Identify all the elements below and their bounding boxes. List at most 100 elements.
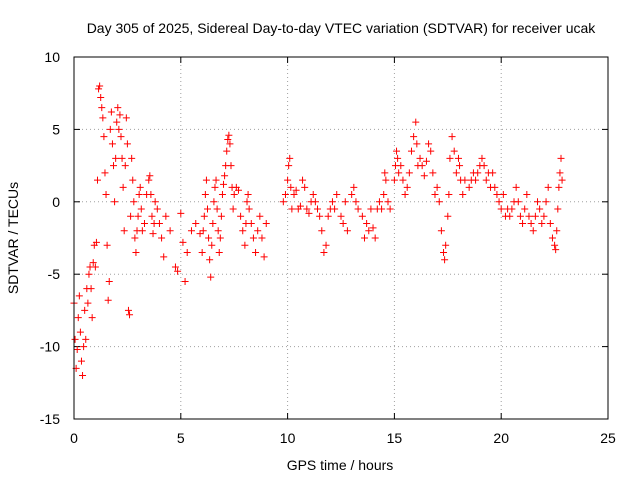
data-point [210,198,218,206]
data-point [216,234,224,242]
data-point [472,176,480,184]
data-point [540,212,548,220]
data-point [556,169,564,177]
data-point [177,209,185,217]
data-point [519,220,527,228]
data-point [229,205,237,213]
data-point [437,227,445,235]
data-point [279,198,287,206]
data-point [158,234,166,242]
data-point [160,253,168,261]
data-point [465,183,473,191]
data-point [337,212,345,220]
data-point [206,256,214,264]
data-point [79,372,87,380]
data-point [234,186,242,194]
y-tick-label: 10 [44,49,60,65]
data-point [339,220,347,228]
data-point [358,212,366,220]
data-point [155,220,163,228]
data-point [328,198,336,206]
x-tick-label: 15 [387,430,403,446]
data-point [514,198,522,206]
data-point [301,183,309,191]
data-point [87,285,95,293]
data-point [100,133,108,141]
data-point [554,205,562,213]
data-point [363,220,371,228]
data-point [224,136,232,144]
data-point [397,162,405,170]
data-point [92,238,100,246]
data-point [200,212,208,220]
data-point [552,246,560,254]
data-point [305,209,313,217]
data-point [320,248,328,256]
data-point [413,140,421,148]
data-point [309,191,317,199]
x-axis-label: GPS time / hours [287,457,394,473]
y-tick-label: 0 [52,194,60,210]
y-tick-label: -15 [40,411,60,427]
data-point [534,198,542,206]
data-point [461,176,469,184]
axis-ticks: 0 5 10 15 20 25 -15 -10 -5 0 5 10 [40,49,616,446]
data-point [174,267,182,275]
data-point [284,176,292,184]
data-point [187,227,195,235]
data-point [523,191,531,199]
data-point [420,172,428,180]
data-point [201,191,209,199]
data-point [454,154,462,162]
data-point [459,191,467,199]
y-tick-label: -5 [48,266,61,282]
data-point [555,183,563,191]
data-point [117,133,125,141]
data-point [73,345,81,353]
data-point [333,191,341,199]
data-point [412,118,420,126]
data-point [254,227,262,235]
data-point [102,191,110,199]
data-point [127,212,135,220]
data-point [318,227,326,235]
data-point [431,191,439,199]
data-point [107,108,115,116]
plot-frame [73,56,609,420]
data-point [548,234,556,242]
data-point [285,162,293,170]
data-point [183,248,191,256]
data-point [140,220,148,228]
data-point [245,205,253,213]
data-point [137,205,145,213]
data-point [85,270,93,278]
data-point [171,263,179,271]
data-point [360,234,368,242]
data-point [262,220,270,228]
x-tick-label: 20 [493,430,509,446]
data-point [166,227,174,235]
data-point [218,191,226,199]
data-point [448,133,456,141]
data-point [429,169,437,177]
data-point [126,311,134,319]
data-point [375,198,383,206]
data-point [249,234,257,242]
x-tick-label: 5 [177,430,185,446]
data-point [77,357,85,365]
data-point [260,253,268,261]
data-point [213,205,221,213]
data-point [446,154,454,162]
data-point [111,198,119,206]
x-tick-label: 0 [70,430,78,446]
data-point [324,212,332,220]
data-point [241,241,249,249]
data-point [75,292,83,300]
data-point [281,191,289,199]
data-point [179,238,187,246]
data-point [378,205,386,213]
data-point [243,198,251,206]
data-point [380,191,388,199]
data-point [551,241,559,249]
data-point [223,147,231,155]
